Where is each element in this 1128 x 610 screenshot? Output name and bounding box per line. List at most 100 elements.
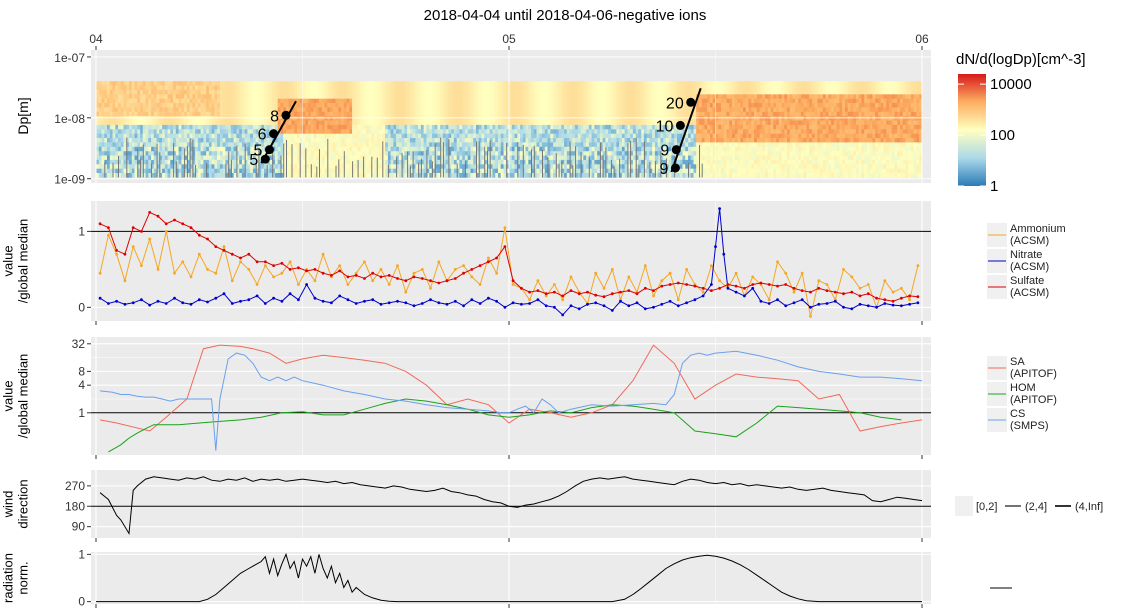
heatmap-cell	[423, 94, 427, 99]
heatmap-cell	[575, 129, 579, 134]
heatmap-cell	[575, 124, 579, 130]
heatmap-cell	[368, 85, 372, 91]
heatmap-cell	[448, 116, 452, 121]
heatmap-cell	[280, 94, 284, 99]
heatmap-cell	[407, 116, 411, 121]
heatmap-cell	[115, 159, 119, 165]
heatmap-cell	[219, 138, 223, 143]
heatmap-cell	[487, 146, 491, 152]
heatmap-cell	[569, 142, 573, 148]
heatmap-cell	[341, 120, 345, 126]
heatmap-cell	[222, 81, 226, 86]
heatmap-cell	[148, 173, 152, 178]
heatmap-cell	[464, 107, 468, 113]
heatmap-cell	[321, 111, 325, 117]
heatmap-cell	[542, 146, 546, 152]
heatmap-cell	[167, 124, 171, 130]
heatmap-cell	[316, 146, 320, 152]
heatmap-cell	[481, 142, 485, 148]
heatmap-cell	[195, 89, 199, 95]
heatmap-cell	[654, 89, 658, 95]
heatmap-cell	[365, 103, 369, 108]
heatmap-cell	[277, 142, 281, 148]
heatmap-cell	[129, 81, 133, 86]
heatmap-cell	[492, 98, 496, 104]
heatmap-cell	[506, 85, 510, 91]
heatmap-cell	[222, 173, 226, 178]
heatmap-cell	[214, 129, 218, 134]
heatmap-cell	[310, 103, 314, 108]
heatmap-cell	[478, 107, 482, 113]
heatmap-cell	[517, 173, 521, 178]
heatmap-cell	[451, 94, 455, 99]
heatmap-cell	[277, 111, 281, 117]
heatmap-cell	[368, 129, 372, 134]
heatmap-cell	[118, 98, 122, 104]
heatmap-cell	[321, 98, 325, 104]
heatmap-cell	[280, 85, 284, 91]
heatmap-cell	[665, 146, 669, 152]
heatmap-cell	[137, 151, 141, 156]
heatmap-cell	[316, 155, 320, 161]
heatmap-cell	[349, 98, 353, 104]
heatmap-cell	[547, 124, 551, 130]
heatmap-cell	[597, 116, 601, 121]
heatmap-cell	[409, 173, 413, 178]
heatmap-cell	[487, 129, 491, 134]
heatmap-cell	[203, 173, 207, 178]
heatmap-cell	[327, 111, 331, 117]
heatmap-cell	[520, 94, 524, 99]
heatmap-cell	[577, 138, 581, 143]
heatmap-cell	[206, 133, 210, 139]
heatmap-cell	[280, 98, 284, 104]
heatmap-cell	[429, 81, 433, 86]
heatmap-cell	[440, 107, 444, 113]
heatmap-cell	[511, 159, 515, 165]
heatmap-cell	[437, 151, 441, 156]
heatmap-cell	[610, 164, 614, 169]
heatmap-cell	[451, 103, 455, 108]
heatmap-cell	[244, 89, 248, 95]
heatmap-cell	[365, 120, 369, 126]
heatmap-cell	[553, 173, 557, 178]
heatmap-cell	[415, 111, 419, 117]
heatmap-cell	[338, 120, 342, 126]
heatmap-cell	[704, 159, 708, 165]
heatmap-cell	[387, 155, 391, 161]
heatmap-cell	[409, 120, 413, 126]
heatmap-cell	[701, 89, 705, 95]
heatmap-cell	[415, 120, 419, 126]
heatmap-cell	[327, 173, 331, 178]
heatmap-cell	[280, 81, 284, 86]
heatmap-cell	[167, 107, 171, 113]
heatmap-cell	[228, 111, 232, 117]
heatmap-cell	[464, 159, 468, 165]
heatmap-cell	[269, 81, 273, 86]
heatmap-cell	[624, 155, 628, 161]
heatmap-gap	[151, 163, 153, 178]
heatmap-gap	[602, 154, 604, 178]
heatmap-cell	[107, 133, 111, 139]
heatmap-cell	[514, 107, 518, 113]
heatmap-cell	[393, 155, 397, 161]
heatmap-cell	[228, 107, 232, 113]
heatmap-cell	[266, 85, 270, 91]
heatmap-cell	[112, 146, 116, 152]
heatmap-cell	[189, 173, 193, 178]
heatmap-cell	[170, 94, 174, 99]
heatmap-cell	[332, 103, 336, 108]
heatmap-cell	[462, 81, 466, 86]
heatmap-cell	[164, 129, 168, 134]
heatmap-cell	[368, 133, 372, 139]
heatmap-cell	[445, 146, 449, 152]
heatmap-cell	[520, 98, 524, 104]
heatmap-cell	[233, 103, 237, 108]
heatmap-cell	[453, 98, 457, 104]
heatmap-cell	[170, 85, 174, 91]
heatmap-cell	[131, 155, 135, 161]
heatmap-cell	[453, 116, 457, 121]
heatmap-cell	[404, 85, 408, 91]
heatmap-cell	[382, 107, 386, 113]
heatmap-cell	[564, 159, 568, 165]
heatmap-cell	[244, 173, 248, 178]
